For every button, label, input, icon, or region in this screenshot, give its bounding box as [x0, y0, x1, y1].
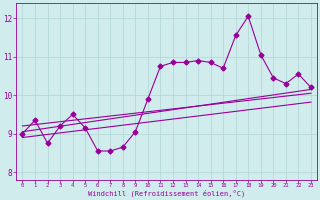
X-axis label: Windchill (Refroidissement éolien,°C): Windchill (Refroidissement éolien,°C)	[88, 190, 245, 197]
